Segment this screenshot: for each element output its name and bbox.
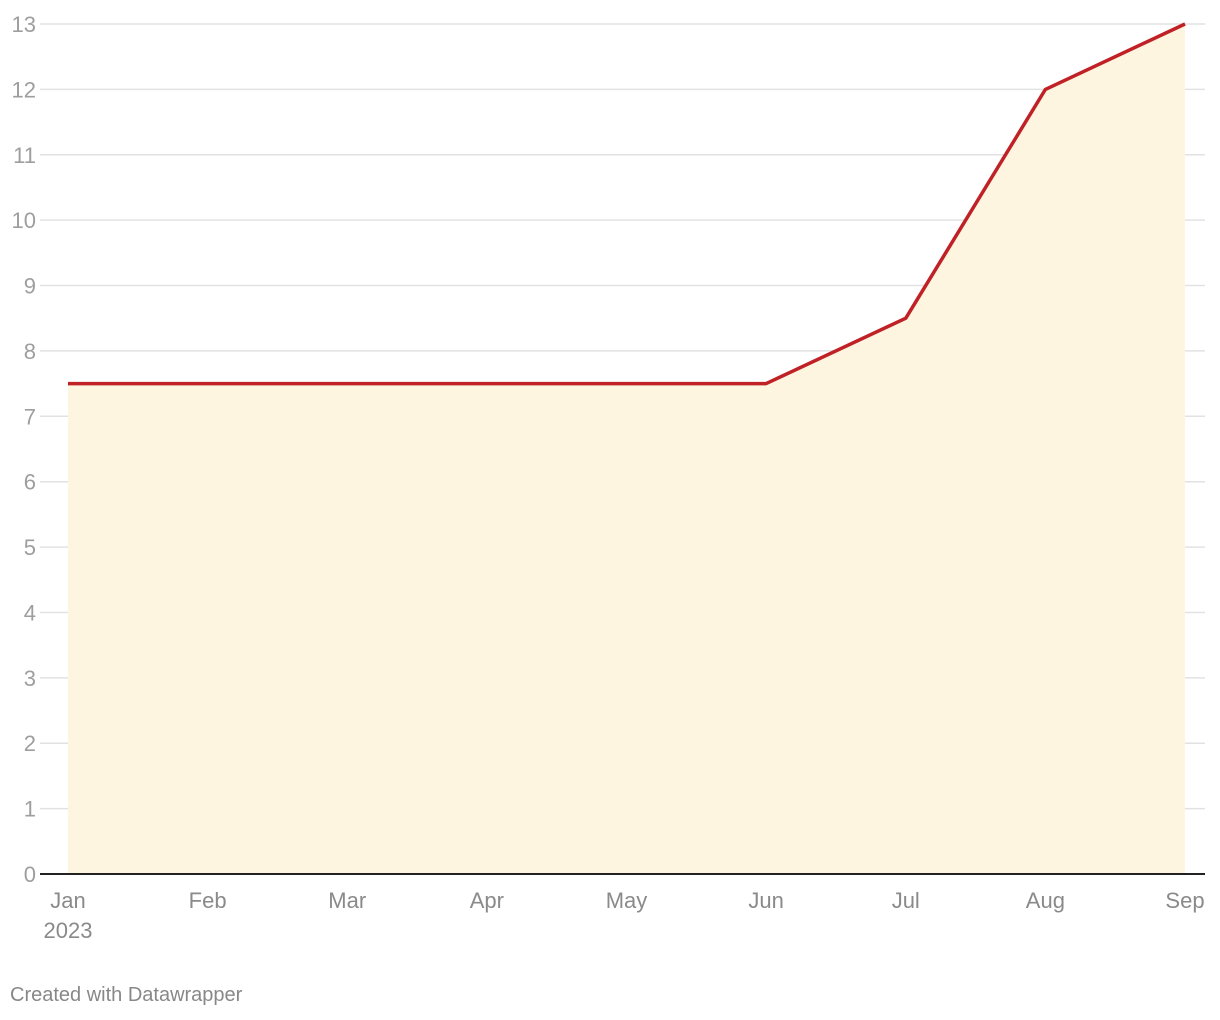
y-tick-label: 9 bbox=[24, 274, 36, 299]
y-tick-label: 6 bbox=[24, 470, 36, 495]
x-tick-label: May bbox=[606, 888, 648, 913]
y-tick-label: 10 bbox=[12, 208, 36, 233]
y-tick-label: 13 bbox=[12, 12, 36, 37]
x-tick-label: Jan bbox=[50, 888, 85, 913]
x-tick-label: Jun bbox=[748, 888, 783, 913]
x-tick-label: Sep bbox=[1165, 888, 1204, 913]
y-tick-label: 3 bbox=[24, 666, 36, 691]
x-axis-tick-labels: Jan Feb Mar Apr May Jun Jul Aug Sep 2023 bbox=[44, 888, 1205, 943]
series-area-fill bbox=[68, 24, 1185, 874]
y-tick-label: 4 bbox=[24, 600, 36, 625]
x-tick-year-label: 2023 bbox=[44, 918, 93, 943]
y-tick-label: 1 bbox=[24, 797, 36, 822]
x-tick-label: Mar bbox=[328, 888, 366, 913]
x-tick-label: Aug bbox=[1026, 888, 1065, 913]
y-tick-label: 8 bbox=[24, 339, 36, 364]
x-tick-label: Jul bbox=[892, 888, 920, 913]
x-tick-label: Feb bbox=[189, 888, 227, 913]
y-tick-label: 7 bbox=[24, 404, 36, 429]
y-tick-label: 5 bbox=[24, 535, 36, 560]
y-tick-label: 12 bbox=[12, 77, 36, 102]
credit-text: Created with Datawrapper bbox=[10, 984, 243, 1006]
y-tick-label: 0 bbox=[24, 862, 36, 887]
y-tick-label: 2 bbox=[24, 731, 36, 756]
y-tick-label: 11 bbox=[13, 143, 36, 168]
series-line bbox=[68, 22, 1186, 386]
x-tick-label: Apr bbox=[470, 888, 504, 913]
